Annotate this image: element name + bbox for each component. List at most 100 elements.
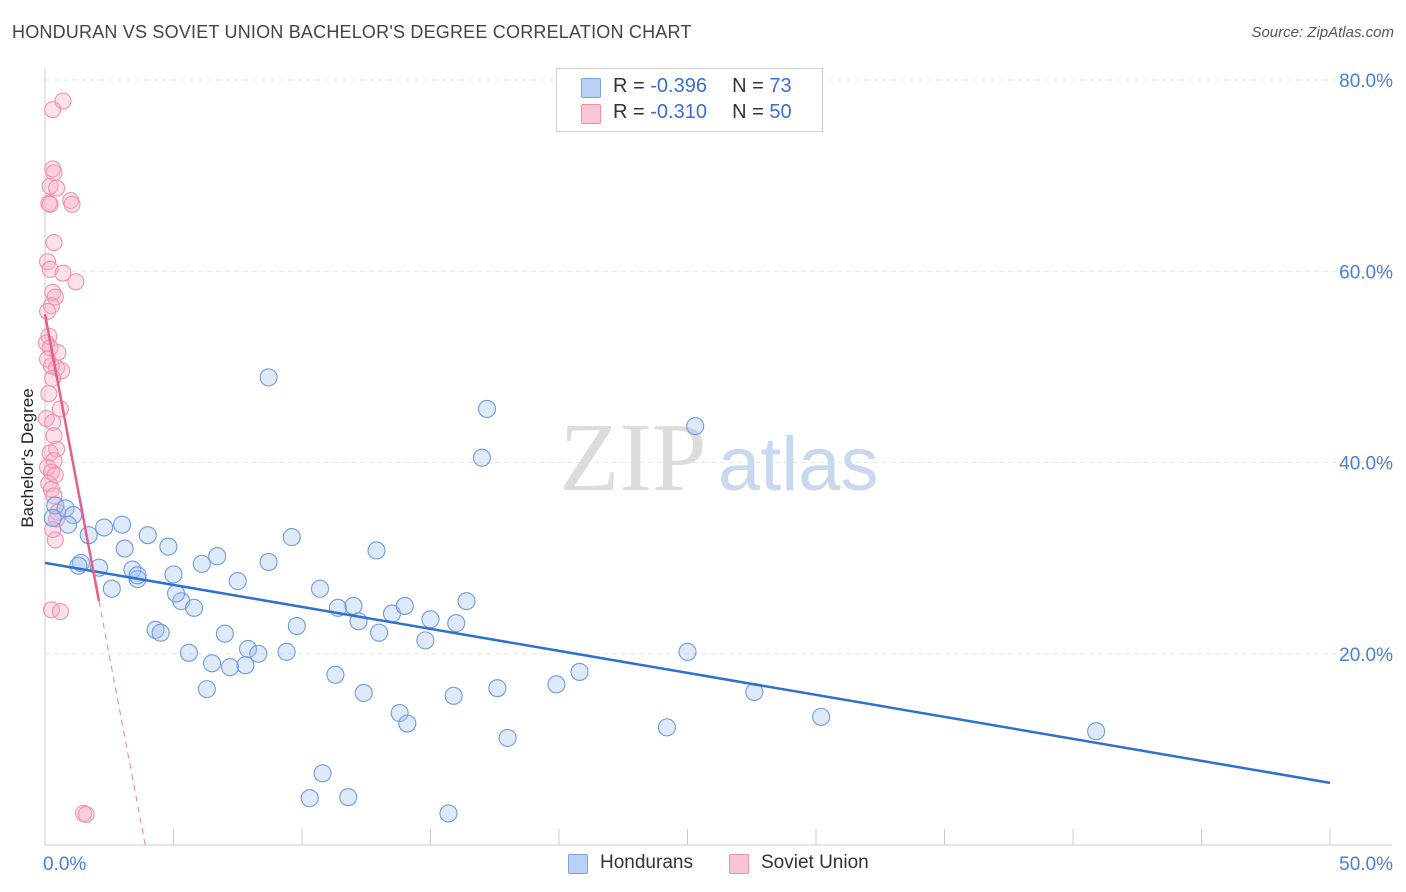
- hondurans-point: [398, 714, 417, 733]
- soviet-union-points: [37, 92, 95, 823]
- soviet-union-point: [63, 195, 81, 213]
- soviet-union-point: [40, 194, 58, 212]
- y-tick-label: 80.0%: [1339, 71, 1393, 92]
- hondurans-point: [259, 368, 278, 387]
- hondurans-point: [488, 679, 507, 698]
- hondurans-point: [547, 675, 566, 694]
- soviet-union-point: [67, 273, 85, 291]
- legend-n-value: 50: [769, 101, 792, 123]
- hondurans-point: [282, 528, 301, 547]
- hondurans-point: [344, 596, 363, 615]
- soviet-union-point: [46, 466, 64, 484]
- hondurans-point: [69, 556, 88, 575]
- hondurans-point: [102, 579, 121, 598]
- hondurans-point: [164, 565, 183, 584]
- soviet-union-point: [46, 531, 64, 549]
- y-tick-label: 60.0%: [1339, 262, 1393, 283]
- soviet-union-point: [48, 179, 66, 197]
- legend-label: Hondurans: [600, 852, 693, 873]
- legend-n-label: N =: [732, 75, 770, 97]
- hondurans-point: [115, 539, 134, 558]
- legend-n-value: 73: [769, 75, 792, 97]
- hondurans-point: [43, 508, 62, 528]
- hondurans-point: [367, 541, 386, 560]
- soviet-union-point: [45, 487, 63, 505]
- legend-n-label: N =: [732, 101, 770, 123]
- hondurans-point: [678, 642, 697, 661]
- soviet-union-point: [41, 260, 59, 278]
- hondurans-point: [203, 654, 222, 673]
- hondurans-point: [95, 518, 114, 537]
- hondurans-point: [128, 566, 147, 585]
- soviet-union-swatch-icon: [581, 104, 601, 124]
- hondurans-point: [326, 665, 345, 684]
- hondurans-point: [228, 572, 247, 591]
- hondurans-point: [259, 552, 278, 572]
- soviet-union-point: [39, 302, 57, 320]
- hondurans-point: [477, 399, 497, 419]
- legend-label: Soviet Union: [761, 852, 869, 873]
- hondurans-point: [444, 686, 463, 705]
- soviet-union-point: [45, 234, 63, 252]
- hondurans-point: [310, 579, 330, 598]
- watermark-zip: ZIP: [560, 404, 707, 512]
- gridlines: [45, 79, 1392, 655]
- x-tick-label-min: 0.0%: [43, 854, 86, 875]
- hondurans-point: [287, 616, 306, 636]
- hondurans-point: [339, 788, 358, 807]
- hondurans-point: [192, 554, 211, 573]
- hondurans-point: [138, 526, 157, 545]
- hondurans-point: [421, 610, 440, 629]
- hondurans-point: [300, 789, 319, 808]
- soviet-union-point: [44, 413, 62, 431]
- soviet-union-point: [77, 805, 95, 823]
- soviet-union-point: [46, 288, 64, 306]
- trend-lines: [43, 314, 1331, 846]
- legend-r-label: R =: [613, 101, 651, 123]
- hondurans-point: [197, 680, 216, 699]
- soviet-union-point: [51, 603, 69, 621]
- hondurans-trend-line: [44, 561, 1331, 785]
- y-axis-label: Bachelor's Degree: [18, 388, 37, 527]
- hondurans-point: [395, 596, 414, 615]
- legend-r-label: R =: [613, 75, 651, 97]
- y-tick-label: 20.0%: [1339, 645, 1393, 666]
- hondurans-point: [220, 658, 240, 677]
- soviet-union-point: [44, 101, 62, 119]
- hondurans-point: [151, 623, 170, 642]
- hondurans-point: [236, 656, 255, 675]
- hondurans-point: [570, 662, 589, 681]
- x-tick-label-max: 50.0%: [1339, 854, 1393, 875]
- soviet-union-point: [41, 195, 59, 213]
- hondurans-point: [447, 614, 466, 633]
- chart-title: HONDURAN VS SOVIET UNION BACHELOR'S DEGR…: [12, 22, 692, 42]
- soviet-union-point: [41, 444, 59, 462]
- source-label: Source: ZipAtlas.com: [1251, 24, 1394, 41]
- soviet-union-trend-line: [43, 314, 101, 602]
- soviet-union-trend-extension: [98, 601, 146, 846]
- hondurans-point: [146, 620, 165, 639]
- hondurans-point: [370, 623, 389, 642]
- hondurans-point: [59, 515, 78, 534]
- soviet-union-point: [54, 264, 72, 282]
- hondurans-point: [498, 728, 517, 747]
- hondurans-point: [277, 642, 296, 661]
- hondurans-point: [113, 515, 132, 534]
- hondurans-point: [472, 448, 491, 467]
- hondurans-point: [416, 631, 435, 650]
- watermark-atlas: atlas: [718, 422, 879, 507]
- legend-r-value: -0.396: [650, 75, 707, 97]
- hondurans-point: [457, 592, 476, 611]
- hondurans-swatch-icon: [581, 78, 601, 98]
- hondurans-point: [185, 598, 204, 617]
- hondurans-point: [354, 683, 373, 703]
- soviet-union-point: [41, 177, 59, 195]
- soviet-union-swatch-icon: [729, 854, 749, 874]
- hondurans-point: [439, 804, 458, 823]
- hondurans-swatch-icon: [568, 854, 588, 874]
- hondurans-point: [1087, 722, 1106, 741]
- hondurans-point: [686, 417, 705, 436]
- hondurans-point: [179, 643, 198, 662]
- hondurans-point: [249, 644, 268, 663]
